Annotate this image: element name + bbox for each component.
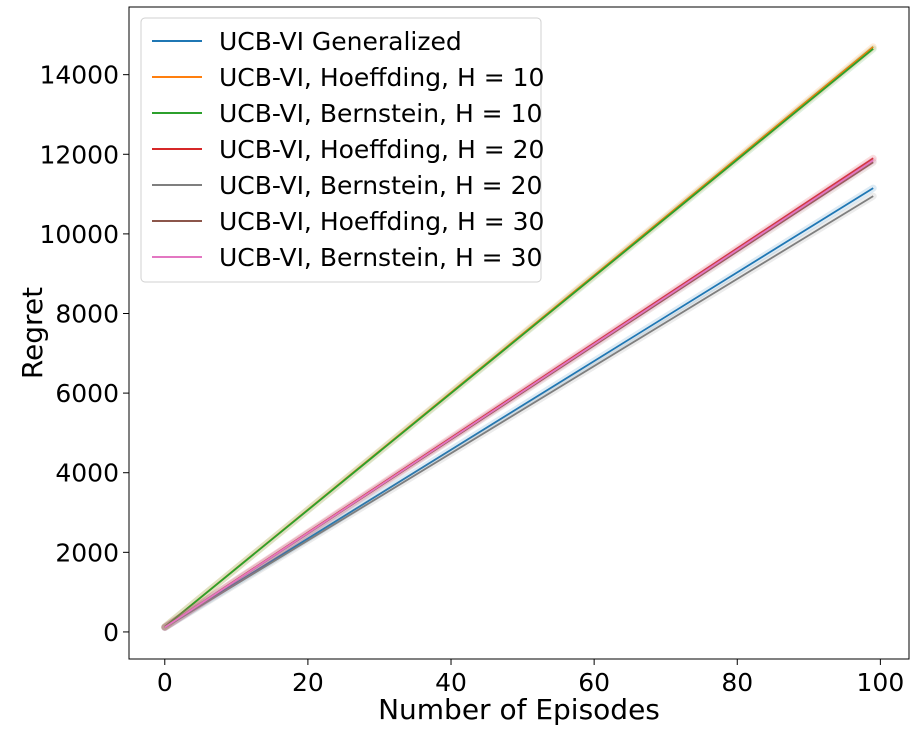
y-tick-label-7: 14000 <box>39 61 119 90</box>
y-axis-title: Regret <box>16 287 49 379</box>
series-line-2 <box>164 48 874 628</box>
legend-label-3: UCB-VI, Hoeffding, H = 20 <box>219 135 544 164</box>
y-tick-label-5: 10000 <box>39 220 119 249</box>
legend-label-4: UCB-VI, Bernstein, H = 20 <box>219 171 542 200</box>
legend-label-2: UCB-VI, Bernstein, H = 10 <box>219 99 542 128</box>
legend-box <box>140 17 542 283</box>
y-tick-label-6: 12000 <box>39 140 119 169</box>
plot-frame <box>128 6 910 660</box>
series-line-6 <box>164 159 874 629</box>
legend: UCB-VI Generalized UCB-VI, Hoeffding, H =… <box>140 17 544 283</box>
series-line-4 <box>164 195 874 629</box>
ticks-layer: 0 20 40 60 80 100 0 2000 4000 6000 8000 10000 12000 1… <box>39 61 904 697</box>
series-line-0 <box>164 187 874 628</box>
x-axis-title: Number of Episodes <box>378 693 660 726</box>
x-tick-label-4: 80 <box>721 668 753 697</box>
legend-label-0: UCB-VI Generalized <box>219 27 462 56</box>
x-tick-label-5: 100 <box>857 668 905 697</box>
legend-label-1: UCB-VI, Hoeffding, H = 10 <box>219 63 544 92</box>
y-tick-label-3: 6000 <box>55 379 119 408</box>
x-tick-label-3: 60 <box>578 668 610 697</box>
legend-label-5: UCB-VI, Hoeffding, H = 30 <box>219 207 544 236</box>
y-tick-label-4: 8000 <box>55 299 119 328</box>
y-tick-label-0: 0 <box>103 618 119 647</box>
x-tick-label-2: 40 <box>435 668 467 697</box>
x-tick-label-1: 20 <box>292 668 324 697</box>
y-tick-label-1: 2000 <box>55 538 119 567</box>
y-tick-label-2: 4000 <box>55 459 119 488</box>
x-tick-label-0: 0 <box>157 668 173 697</box>
legend-label-6: UCB-VI, Bernstein, H = 30 <box>219 243 542 272</box>
series-layer <box>161 43 877 632</box>
